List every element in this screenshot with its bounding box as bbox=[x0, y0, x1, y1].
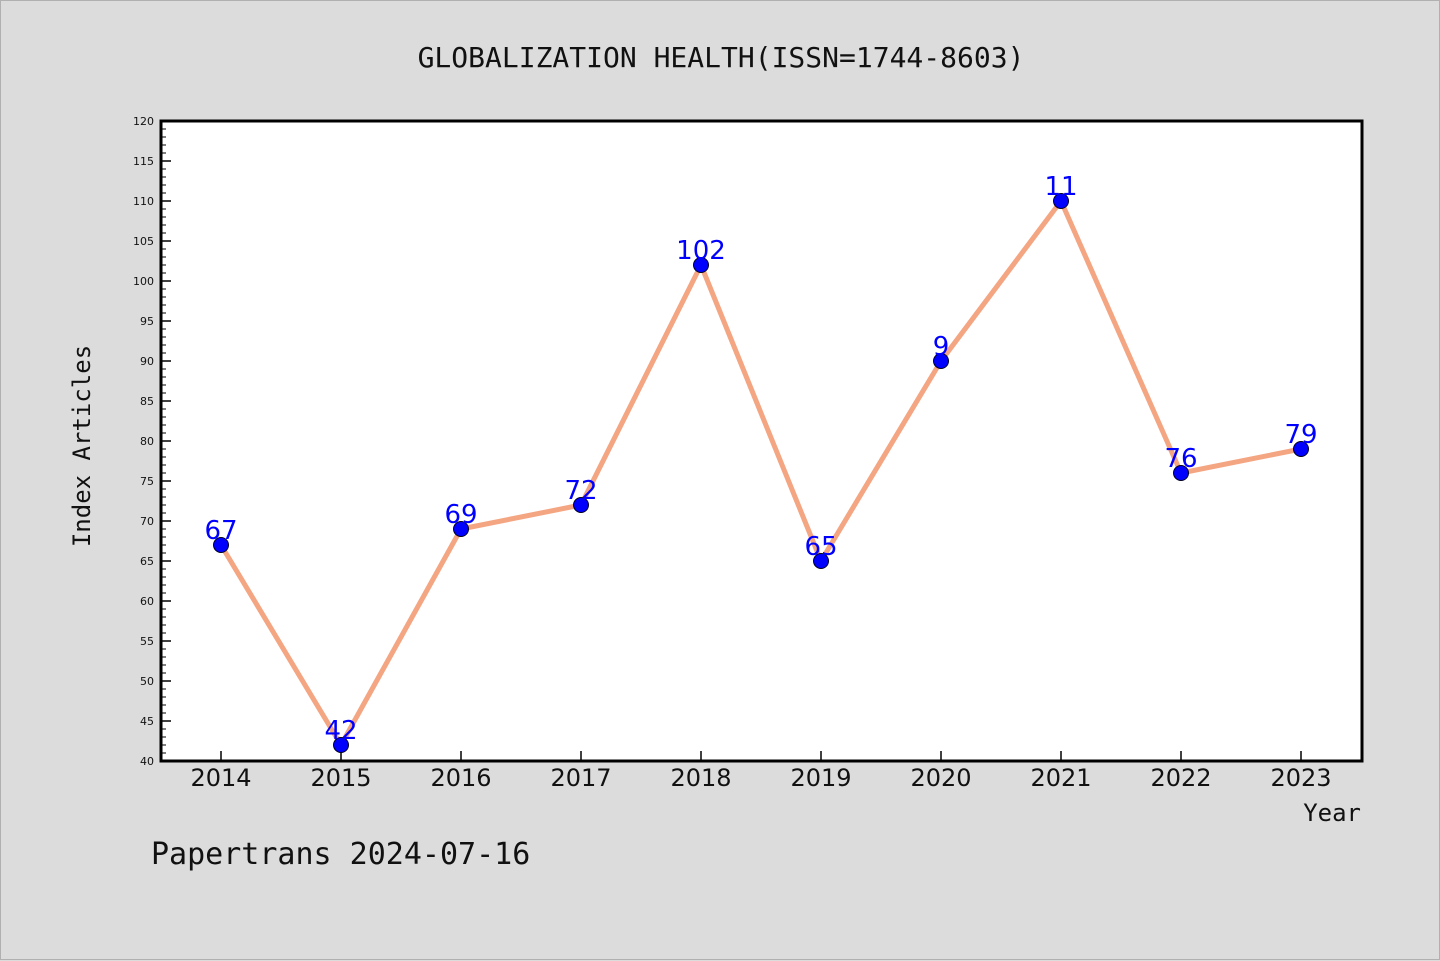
series-polyline bbox=[218, 198, 1304, 748]
x-tick-label: 2020 bbox=[910, 764, 971, 792]
data-point-2016 bbox=[453, 521, 469, 537]
y-tick-label: 115 bbox=[133, 155, 154, 168]
x-axis-title: Year bbox=[1303, 799, 1361, 827]
footer-text: Papertrans 2024-07-16 bbox=[151, 837, 530, 872]
data-label-2020: 9 bbox=[933, 332, 950, 362]
y-tick-label: 70 bbox=[140, 515, 154, 528]
x-tick-label: 2017 bbox=[550, 764, 611, 792]
y-tick-label: 95 bbox=[140, 315, 154, 328]
data-label-2015: 42 bbox=[324, 716, 357, 746]
x-tick-label: 2015 bbox=[310, 764, 371, 792]
y-tick-label: 45 bbox=[140, 715, 154, 728]
x-tick-label: 2022 bbox=[1150, 764, 1211, 792]
data-point-2019 bbox=[813, 553, 829, 569]
y-tick-label: 50 bbox=[140, 675, 154, 688]
data-label-2014: 67 bbox=[204, 516, 237, 546]
data-point-2022 bbox=[1173, 465, 1189, 481]
x-tick-label: 2016 bbox=[430, 764, 491, 792]
y-tick-label: 80 bbox=[140, 435, 154, 448]
y-tick-label: 105 bbox=[133, 235, 154, 248]
y-tick-label: 100 bbox=[133, 275, 154, 288]
chart-title: GLOBALIZATION HEALTH(ISSN=1744-8603) bbox=[418, 41, 1025, 74]
y-tick-label: 75 bbox=[140, 475, 154, 488]
x-tick-label: 2023 bbox=[1270, 764, 1331, 792]
series-line bbox=[218, 198, 1304, 748]
y-tick-label: 120 bbox=[133, 115, 154, 128]
x-tick-label: 2021 bbox=[1030, 764, 1091, 792]
y-tick-label: 55 bbox=[140, 635, 154, 648]
y-tick-label: 110 bbox=[133, 195, 154, 208]
series-markers bbox=[213, 193, 1309, 753]
data-label-2017: 72 bbox=[564, 476, 597, 506]
data-label-2023: 79 bbox=[1284, 420, 1317, 450]
data-point-2023 bbox=[1293, 441, 1309, 457]
data-point-2015 bbox=[333, 737, 349, 753]
data-point-2014 bbox=[213, 537, 229, 553]
data-point-2020 bbox=[933, 353, 949, 369]
plot-border bbox=[159, 119, 1364, 763]
x-tick-label: 2014 bbox=[190, 764, 251, 792]
y-tick-label: 40 bbox=[140, 755, 154, 768]
y-tick-label: 60 bbox=[140, 595, 154, 608]
y-axis-title: Index Articles bbox=[68, 345, 96, 547]
y-tick-label: 90 bbox=[140, 355, 154, 368]
y-tick-label: 85 bbox=[140, 395, 154, 408]
data-label-2022: 76 bbox=[1164, 444, 1197, 474]
plot-area bbox=[161, 121, 1362, 761]
data-label-2019: 65 bbox=[804, 532, 837, 562]
data-point-2017 bbox=[573, 497, 589, 513]
y-tick-label: 65 bbox=[140, 555, 154, 568]
x-axis: 2014 2015 2016 2017 2018 2019 2020 2021 2022 2023 bbox=[190, 751, 1332, 792]
x-tick-label: 2018 bbox=[670, 764, 731, 792]
data-label-2016: 69 bbox=[444, 500, 477, 530]
data-label-2021: 11 bbox=[1044, 172, 1077, 202]
x-tick-label: 2019 bbox=[790, 764, 851, 792]
data-point-2018 bbox=[693, 257, 709, 273]
data-point-2021 bbox=[1053, 193, 1069, 209]
data-label-2018: 102 bbox=[676, 236, 726, 266]
data-labels: 67 42 69 72 102 65 9 11 76 79 bbox=[204, 172, 1317, 746]
